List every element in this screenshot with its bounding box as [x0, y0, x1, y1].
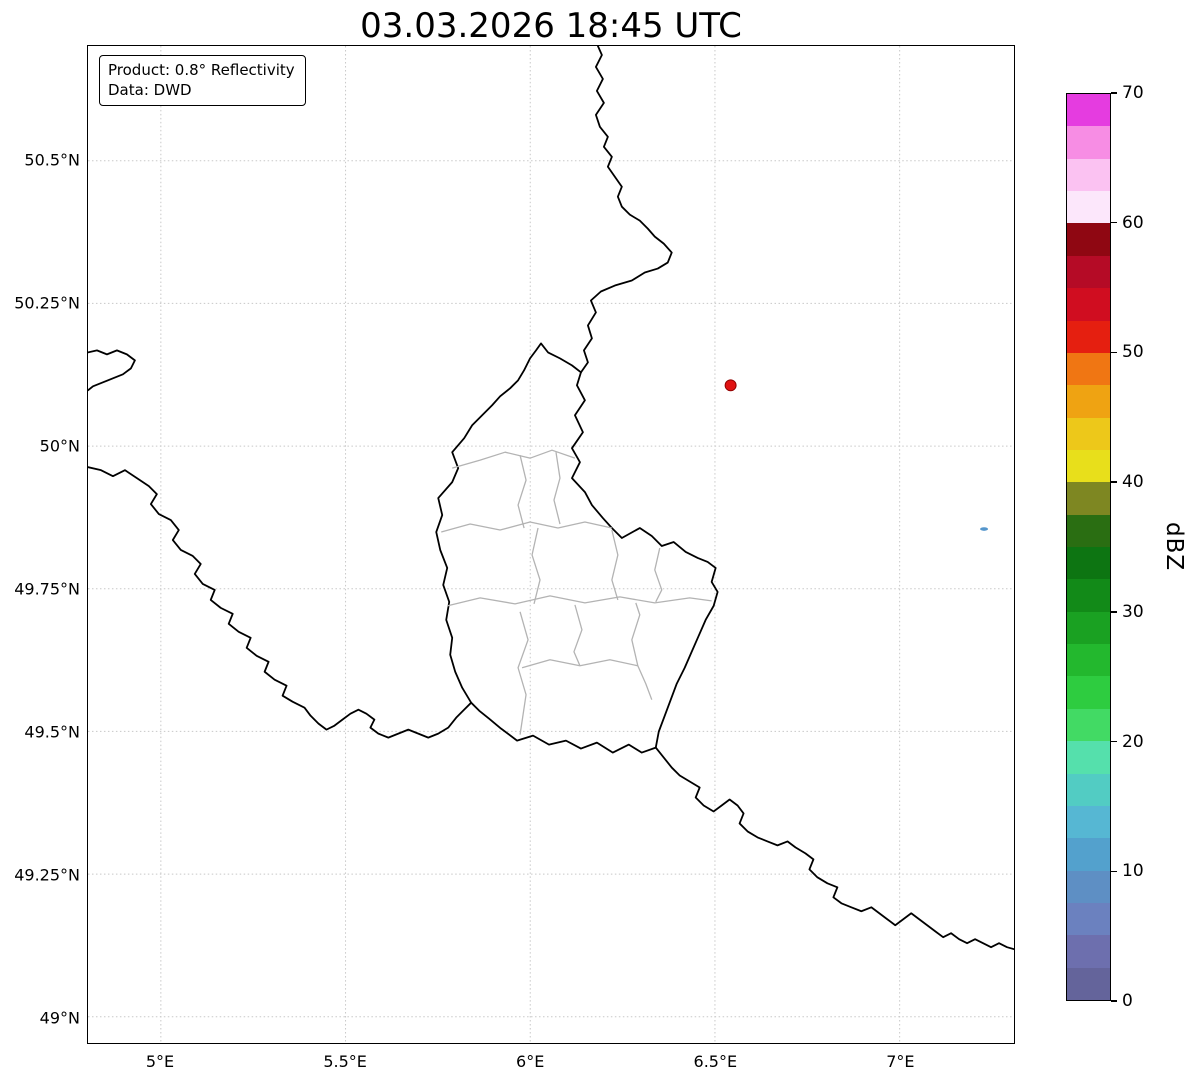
- colorbar-tick: [1111, 351, 1117, 354]
- colorbar-segment: [1067, 644, 1110, 677]
- colorbar-segment: [1067, 514, 1110, 548]
- colorbar-tick-label: 40: [1122, 472, 1144, 493]
- x-tick-label: 5.5°E: [323, 1052, 367, 1071]
- colorbar-segment: [1067, 320, 1110, 353]
- colorbar-tick-label: 20: [1122, 731, 1144, 752]
- colorbar-tick: [1111, 221, 1117, 224]
- canton-border-line: [521, 659, 638, 669]
- colorbar-segment: [1067, 902, 1110, 936]
- canton-border-line: [611, 529, 619, 601]
- colorbar-segment: [1067, 482, 1110, 515]
- border-west-hook: [88, 349, 136, 392]
- x-tick-label: 5°E: [145, 1052, 175, 1071]
- border-france-belgium: [88, 466, 473, 739]
- border-france-germany: [654, 746, 1014, 951]
- colorbar-segment: [1067, 708, 1110, 742]
- colorbar-segment: [1067, 611, 1110, 645]
- figure-title: 03.03.2026 18:45 UTC: [360, 6, 742, 46]
- y-tick-label: 49°N: [39, 1008, 80, 1028]
- canton-border-line: [573, 604, 583, 667]
- colorbar-segment: [1067, 449, 1110, 483]
- colorbar-tick-label: 70: [1122, 83, 1144, 103]
- colorbar-tick-label: 0: [1122, 991, 1133, 1011]
- y-tick-label: 49.75°N: [14, 579, 80, 599]
- map-borders-svg: [88, 46, 1014, 1043]
- gridlines: [88, 46, 1014, 1043]
- colorbar-label: dBZ: [1161, 522, 1187, 572]
- colorbar-segment: [1067, 967, 1110, 1001]
- colorbar-segment: [1067, 352, 1110, 386]
- y-tick-label: 49.25°N: [14, 865, 80, 885]
- radar-site-marker: [724, 379, 737, 392]
- colorbar: [1066, 93, 1111, 1001]
- canton-borders: [441, 449, 712, 735]
- canton-border-line: [654, 547, 663, 603]
- colorbar-tick: [1111, 1000, 1117, 1002]
- colorbar-segment: [1067, 773, 1110, 806]
- x-tick-label: 6.5°E: [693, 1052, 738, 1071]
- colorbar-segment: [1067, 255, 1110, 289]
- canton-border-line: [531, 527, 541, 605]
- colorbar-segment: [1067, 385, 1110, 418]
- x-tick-label: 6°E: [516, 1052, 545, 1071]
- colorbar-segment: [1067, 94, 1110, 127]
- y-tick-label: 50°N: [39, 436, 80, 456]
- colorbar-segment: [1067, 870, 1110, 903]
- colorbar-segment: [1067, 676, 1110, 709]
- colorbar-tick: [1111, 92, 1117, 94]
- canton-border-line: [441, 521, 613, 533]
- canton-border-line: [517, 611, 529, 735]
- colorbar-segment: [1067, 417, 1110, 450]
- product-info-box: Product: 0.8° Reflectivity Data: DWD: [99, 55, 306, 106]
- product-info-line2: Data: DWD: [108, 81, 192, 99]
- border-luxembourg: [435, 342, 719, 754]
- small-echo-pixel: [980, 527, 989, 531]
- colorbar-segment: [1067, 741, 1110, 774]
- colorbar-tick: [1111, 481, 1117, 483]
- colorbar-segment: [1067, 935, 1110, 968]
- colorbar-tick-label: 30: [1122, 601, 1144, 622]
- colorbar-segment: [1067, 126, 1110, 159]
- colorbar-segment: [1067, 805, 1110, 839]
- canton-border-line: [553, 452, 561, 525]
- colorbar-segment: [1067, 288, 1110, 321]
- x-tick-label: 7°E: [886, 1052, 915, 1071]
- canton-border-line: [452, 449, 576, 469]
- y-tick-label: 50.5°N: [24, 150, 80, 170]
- colorbar-segment: [1067, 547, 1110, 580]
- colorbar-tick-label: 60: [1122, 212, 1144, 233]
- canton-border-line: [447, 595, 712, 607]
- colorbar-segment: [1067, 838, 1110, 871]
- colorbar-tick: [1111, 740, 1117, 743]
- y-tick-label: 49.5°N: [24, 722, 80, 742]
- map-axes: Product: 0.8° Reflectivity Data: DWD: [87, 45, 1015, 1044]
- colorbar-segment: [1067, 158, 1110, 192]
- colorbar-tick: [1111, 611, 1117, 613]
- border-belgium-germany: [580, 46, 673, 374]
- colorbar-segment: [1067, 191, 1110, 224]
- colorbar-segment: [1067, 223, 1110, 256]
- colorbar-tick-label: 50: [1122, 342, 1144, 363]
- colorbar-tick: [1111, 870, 1117, 873]
- y-tick-label: 50.25°N: [14, 293, 80, 313]
- product-info-line1: Product: 0.8° Reflectivity: [108, 61, 295, 79]
- canton-border-line: [517, 455, 527, 529]
- colorbar-segment: [1067, 579, 1110, 612]
- canton-border-line: [631, 602, 653, 700]
- colorbar-tick-label: 10: [1122, 861, 1144, 882]
